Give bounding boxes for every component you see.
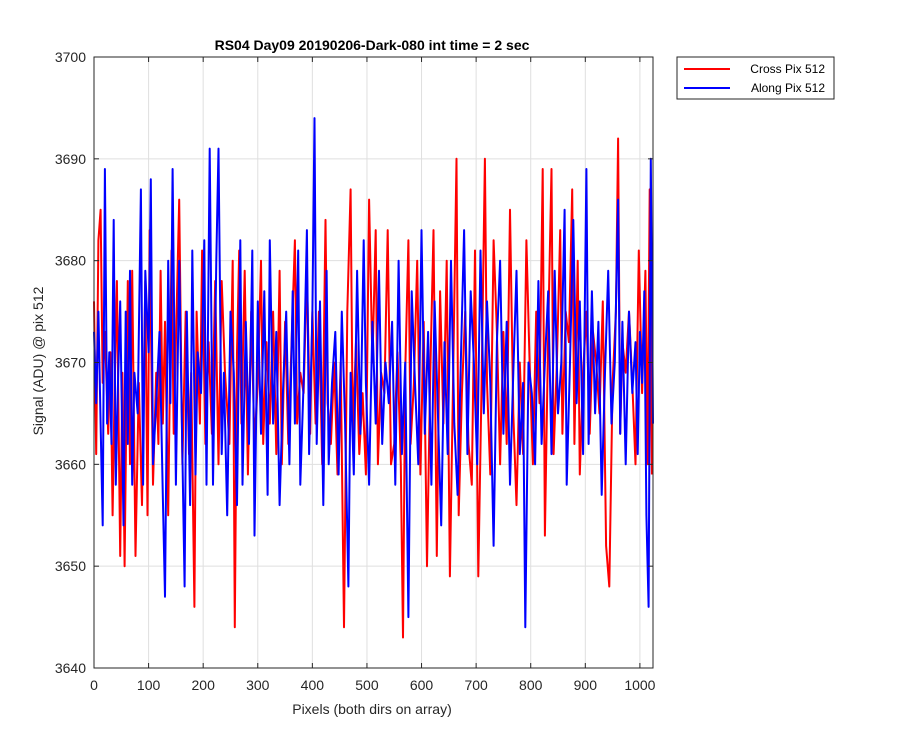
y-tick-label: 3640 xyxy=(55,660,86,676)
x-tick-label: 500 xyxy=(355,677,379,693)
x-tick-labels: 0 100 200 300 400 500 600 700 800 900 1000 xyxy=(90,677,656,693)
x-tick-label: 1000 xyxy=(624,677,655,693)
x-tick-label: 200 xyxy=(192,677,216,693)
x-tick-label: 0 xyxy=(90,677,98,693)
x-tick-label: 100 xyxy=(137,677,161,693)
y-tick-label: 3660 xyxy=(55,456,86,472)
y-tick-label: 3650 xyxy=(55,558,86,574)
axis-ticks xyxy=(93,56,653,669)
legend: Cross Pix 512 Along Pix 512 xyxy=(676,56,835,100)
y-axis-label: Signal (ADU) @ pix 512 xyxy=(30,286,46,435)
x-axis-label: Pixels (both dirs on array) xyxy=(292,701,452,717)
chart-title: RS04 Day09 20190206-Dark-080 int time = … xyxy=(215,37,530,53)
y-tick-label: 3700 xyxy=(55,49,86,65)
y-tick-label: 3690 xyxy=(55,151,86,167)
x-tick-label: 400 xyxy=(301,677,325,693)
y-tick-labels: 3640 3650 3660 3670 3680 3690 3700 xyxy=(55,49,86,676)
y-tick-label: 3680 xyxy=(55,253,86,269)
legend-box xyxy=(676,56,835,100)
series-line-cross-pix-512 xyxy=(93,137,653,639)
x-tick-label: 800 xyxy=(519,677,543,693)
series-line-along-pix-512 xyxy=(93,117,654,629)
x-tick-label: 900 xyxy=(574,677,598,693)
x-tick-label: 600 xyxy=(410,677,434,693)
series-layer xyxy=(93,117,654,639)
legend-label-cross: Cross Pix 512 xyxy=(750,62,825,76)
x-tick-label: 300 xyxy=(246,677,270,693)
legend-label-along: Along Pix 512 xyxy=(751,81,825,95)
x-tick-label: 700 xyxy=(464,677,488,693)
y-tick-label: 3670 xyxy=(55,355,86,371)
